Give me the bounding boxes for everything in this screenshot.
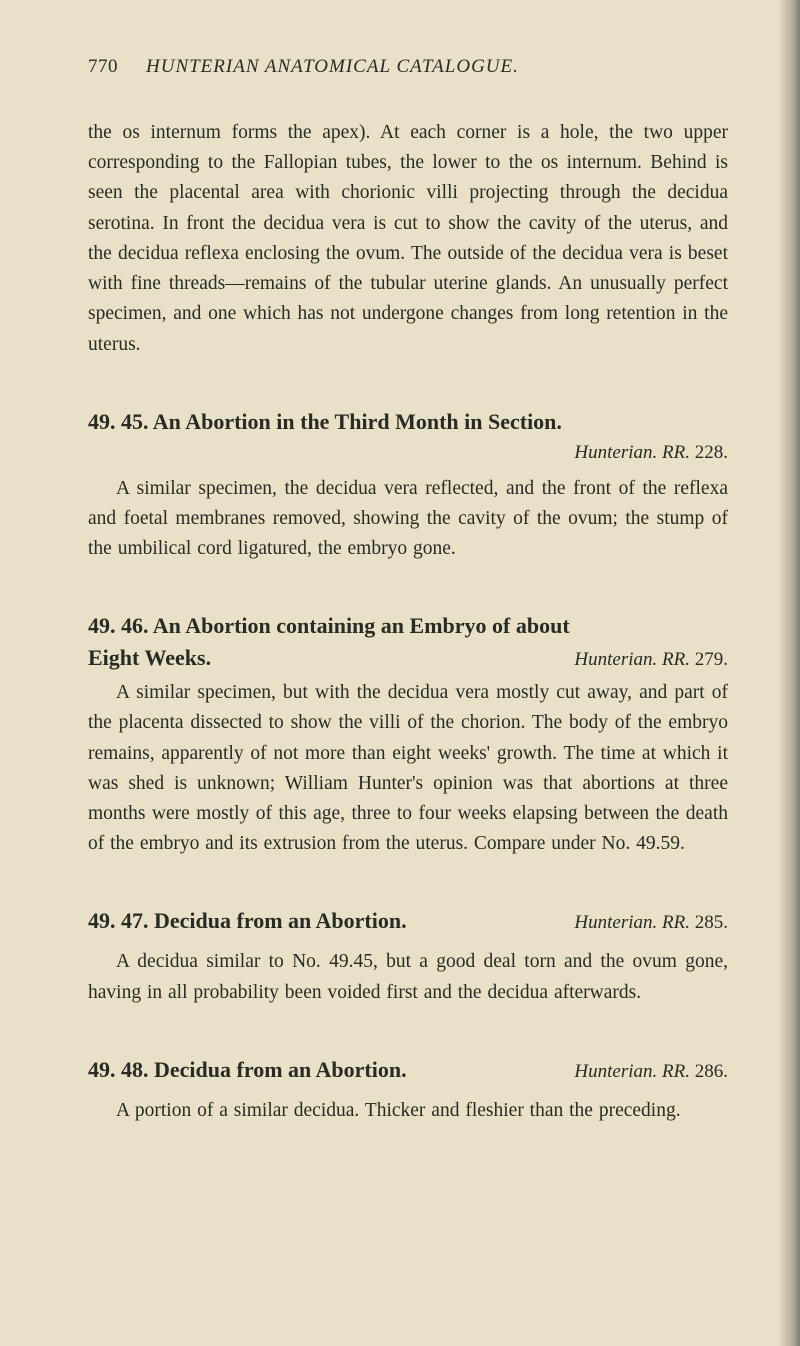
entry-title-line2: Eight Weeks. (88, 642, 211, 674)
reference-number: 286. (695, 1061, 728, 1082)
entry-body: A portion of a similar decidua. Thicker … (88, 1096, 728, 1126)
entry-number: 49. (88, 1057, 116, 1082)
reference-source: Hunterian. RR. (574, 1061, 690, 1082)
entry-reference: Hunterian. RR. 279. (574, 646, 728, 674)
reference-number: 279. (695, 649, 728, 670)
entry-number: 49. (88, 409, 116, 434)
lead-paragraph: the os internum forms the apex). At each… (88, 118, 728, 360)
running-title: HUNTERIAN ANATOMICAL CATALOGUE. (146, 56, 519, 78)
entry-heading-row: 49. 48. Decidua from an Abortion. Hunter… (88, 1054, 728, 1086)
entry-body: A similar specimen, the decidua vera ref… (88, 474, 728, 565)
entry-number: 49. (88, 613, 116, 638)
entry-title: An Abortion in the Third Month in Sectio… (153, 409, 562, 434)
entry-title: Decidua from an Abortion. (154, 1057, 407, 1082)
entry-heading: 49. 47. Decidua from an Abortion. (88, 905, 544, 937)
page-edge-shadow (778, 0, 800, 1346)
catalogue-entry: 49. 48. Decidua from an Abortion. Hunter… (88, 1054, 728, 1126)
catalogue-entry: 49. 46. An Abortion containing an Embryo… (88, 610, 728, 859)
entry-body: A decidua similar to No. 49.45, but a go… (88, 947, 728, 1007)
entry-heading: 49. 48. Decidua from an Abortion. (88, 1054, 544, 1086)
reference-source: Hunterian. RR. (574, 442, 690, 463)
entry-number: 49. (88, 908, 116, 933)
entry-body: A similar specimen, but with the decidua… (88, 678, 728, 859)
entry-heading-row: 49. 47. Decidua from an Abortion. Hunter… (88, 905, 728, 937)
entry-subnumber: 47. (121, 908, 149, 933)
entry-subnumber: 45. (121, 409, 149, 434)
page-number: 770 (88, 56, 118, 78)
entry-reference: Hunterian. RR. 228. (88, 442, 728, 464)
reference-number: 228. (695, 442, 728, 463)
reference-source: Hunterian. RR. (574, 912, 690, 933)
entry-title: Decidua from an Abortion. (154, 908, 407, 933)
reference-source: Hunterian. RR. (574, 649, 690, 670)
entry-reference: Hunterian. RR. 285. (574, 912, 728, 934)
reference-number: 285. (695, 912, 728, 933)
entry-reference: Hunterian. RR. 286. (574, 1061, 728, 1083)
catalogue-entry: 49. 47. Decidua from an Abortion. Hunter… (88, 905, 728, 1007)
entry-subnumber: 46. (121, 613, 149, 638)
entry-heading: 49. 45. An Abortion in the Third Month i… (88, 406, 728, 438)
entry-heading: 49. 46. An Abortion containing an Embryo… (88, 610, 728, 674)
running-head: 770 HUNTERIAN ANATOMICAL CATALOGUE. (88, 56, 728, 78)
page-container: 770 HUNTERIAN ANATOMICAL CATALOGUE. the … (88, 56, 728, 1290)
entry-title-line1: An Abortion containing an Embryo of abou… (153, 613, 570, 638)
entry-subnumber: 48. (121, 1057, 149, 1082)
catalogue-entry: 49. 45. An Abortion in the Third Month i… (88, 406, 728, 565)
